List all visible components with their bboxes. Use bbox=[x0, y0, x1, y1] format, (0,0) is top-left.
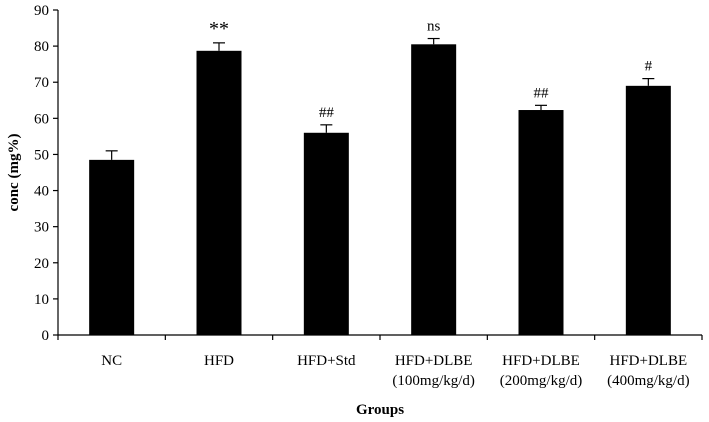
bar bbox=[411, 44, 457, 336]
significance-label: ## bbox=[534, 85, 550, 101]
significance-label: ## bbox=[319, 105, 335, 121]
y-tick-label: 40 bbox=[34, 184, 49, 200]
x-tick-label: HFD+DLBE bbox=[502, 353, 580, 369]
x-tick-label: HFD+Std bbox=[297, 353, 356, 369]
x-tick-label: NC bbox=[101, 353, 122, 369]
y-tick-label: 30 bbox=[34, 220, 49, 236]
y-tick-label: 80 bbox=[34, 39, 49, 55]
bar bbox=[625, 85, 671, 335]
bar bbox=[196, 50, 242, 336]
y-tick-label: 0 bbox=[42, 328, 50, 344]
x-axis bbox=[57, 334, 703, 340]
bar bbox=[518, 110, 564, 336]
y-axis-title: conc (mg%) bbox=[6, 134, 22, 212]
y-tick-label: 60 bbox=[34, 111, 49, 127]
significance-label: ns bbox=[427, 19, 441, 35]
x-tick-label: HFD bbox=[204, 353, 234, 369]
x-tick-label: (400mg/kg/d) bbox=[607, 373, 690, 389]
significance-label: # bbox=[645, 59, 653, 75]
y-tick-label: 90 bbox=[34, 3, 49, 19]
x-tick-label: (200mg/kg/d) bbox=[500, 373, 583, 389]
bars: **##ns### bbox=[89, 18, 671, 336]
y-tick-label: 10 bbox=[34, 292, 49, 308]
x-tick-label: HFD+DLBE bbox=[395, 353, 473, 369]
significance-label: ** bbox=[209, 18, 229, 40]
y-tick-label: 20 bbox=[34, 256, 49, 272]
x-tick-label: (100mg/kg/d) bbox=[392, 373, 475, 389]
y-axis: 0 10 20 30 40 50 60 70 80 90 bbox=[34, 3, 59, 344]
x-axis-title: Groups bbox=[356, 402, 404, 418]
bar bbox=[89, 159, 135, 335]
y-tick-label: 70 bbox=[34, 75, 49, 91]
y-tick-label: 50 bbox=[34, 147, 49, 163]
bar bbox=[303, 132, 349, 335]
x-tick-label: HFD+DLBE bbox=[610, 353, 688, 369]
category-labels: NC HFD HFD+Std HFD+DLBE (100mg/kg/d) HFD+DLBE… bbox=[101, 353, 689, 389]
